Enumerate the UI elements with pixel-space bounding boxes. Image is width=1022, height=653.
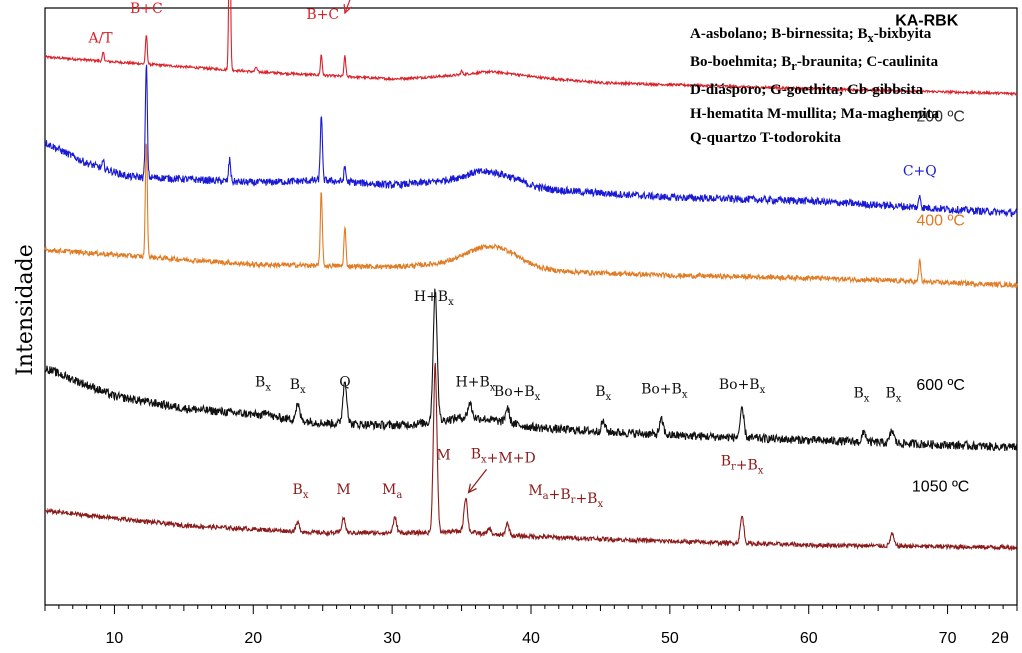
x-tick-label: 50	[661, 630, 679, 647]
peak-label-0-0: A/T	[87, 30, 113, 46]
peak-label-3-2: Q	[339, 374, 350, 390]
legend-line: Bo-boehmita; Br-braunita; C-caulinita	[690, 54, 939, 73]
x-tick-label: 40	[522, 630, 540, 647]
peak-label-3-4: H+Bx	[456, 374, 496, 393]
peak-label-3-3: H+Bx	[414, 289, 454, 308]
x-tick-label: 60	[800, 630, 818, 647]
legend-line: H-hematita M-mullita; Ma-maghemita	[690, 106, 940, 122]
curve-title-3: 600 ºC	[916, 377, 965, 394]
x-tick-label: 20	[244, 630, 262, 647]
curve-title-0: KA-RBK	[895, 12, 959, 29]
x-tick-label: 70	[939, 630, 957, 647]
peak-label-4-0: Bx	[293, 482, 309, 501]
peak-label-3-8: Bo+Bx	[719, 377, 766, 396]
peak-label-0-3: B+C	[306, 7, 339, 23]
peak-label-4-2: Ma	[382, 482, 402, 501]
peak-label-4-3: M	[436, 448, 450, 464]
peak-label-4-6: Br+Bx	[721, 454, 764, 477]
peak-label-4-1: M	[336, 482, 350, 498]
annotation-arrow-1	[467, 468, 488, 494]
x-tick-label: 30	[383, 630, 401, 647]
plot-frame	[44, 7, 1018, 606]
x-axis-label: 2θ	[991, 630, 1009, 647]
series-layer	[44, 0, 1018, 552]
peak-label-0-1: B+C	[130, 1, 163, 17]
series-line-3	[44, 288, 1018, 451]
series-line-0	[44, 0, 1018, 97]
legend-line: D-diásporo; G-goethita; Gb-gibbsita	[690, 82, 924, 98]
peak-label-3-9: Bx	[854, 385, 870, 404]
label-layer: A/TB+CA/T+GbB+CG+QC+QBxBxQH+BxH+BxBo+BxB…	[87, 0, 969, 510]
peak-label-1-0: C+Q	[903, 163, 937, 179]
curve-title-4: 1050 ºC	[912, 478, 969, 495]
peak-label-3-7: Bo+Bx	[641, 382, 688, 401]
peak-label-3-10: Bx	[885, 385, 901, 404]
curve-title-2: 400 ºC	[916, 212, 965, 229]
peak-label-4-4: Bx+M+D	[471, 446, 536, 466]
series-line-4	[44, 362, 1018, 552]
peak-label-3-5: Bo+Bx	[494, 384, 541, 403]
peak-label-3-1: Bx	[290, 377, 306, 396]
phase-legend: A-asbolano; B-birnessita; Bx-bixbyita Bo…	[690, 22, 1010, 150]
peak-label-3-6: Bx	[595, 384, 611, 403]
annotation-arrow-0	[343, 0, 352, 15]
peak-label-4-5: Ma+Br+Bx	[528, 483, 603, 510]
peak-label-3-0: Bx	[255, 374, 271, 393]
legend-line: A-asbolano; B-birnessita; Bx-bixbyita	[690, 26, 932, 45]
curve-title-1: 200 ºC	[916, 109, 965, 126]
y-axis-label: Intensidade	[13, 244, 38, 376]
x-tick-label: 10	[106, 630, 124, 647]
series-line-2	[44, 143, 1018, 289]
series-line-1	[44, 64, 1018, 218]
x-axis: 10 20 30 40 50 60 70 2θ	[44, 605, 1018, 647]
legend-line: Q-quartzo T-todorokita	[690, 130, 841, 146]
